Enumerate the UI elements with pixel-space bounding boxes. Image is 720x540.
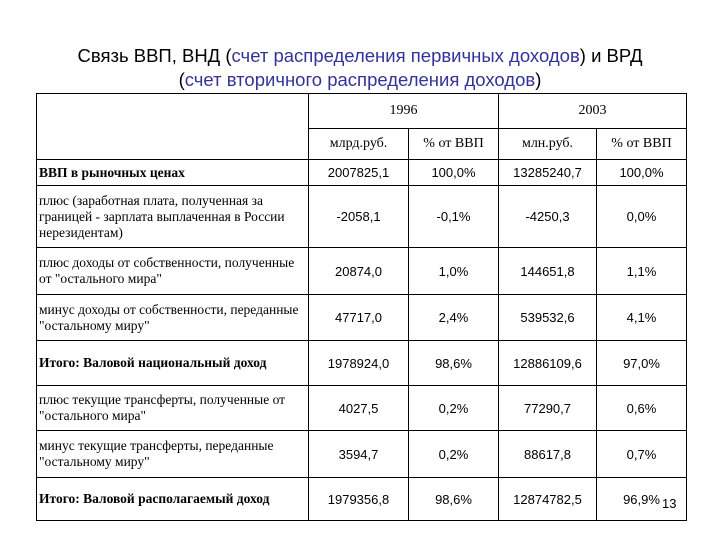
table-row: плюс текущие трансферты, полученные от "…: [36, 385, 687, 431]
value-1996: -2058,1: [308, 185, 409, 248]
value-2003: 12874782,5: [498, 477, 597, 521]
pct-2003: 0,0%: [596, 185, 687, 248]
table-row: Итого: Валовой располагаемый доход 19793…: [36, 477, 687, 521]
pct-1996: 0,2%: [408, 385, 499, 431]
pct-2003: 4,1%: [596, 294, 687, 341]
year-1996-header: 1996: [308, 93, 499, 129]
row-label: Итого: Валовой располагаемый доход: [36, 477, 309, 521]
header-empty-cell: [36, 93, 309, 160]
pct-2003: 96,9%: [596, 477, 687, 521]
row-label: плюс (заработная плата, полученная за гр…: [36, 185, 309, 248]
pct-2003: 0,7%: [596, 430, 687, 478]
pct-1996: -0,1%: [408, 185, 499, 248]
row-label: ВВП в рыночных ценах: [36, 159, 309, 186]
value-2003: 13285240,7: [498, 159, 597, 186]
slide-title: Связь ВВП, ВНД (счет распределения перви…: [0, 44, 720, 92]
row-label: плюс доходы от собственности, полученные…: [36, 247, 309, 295]
col-header-mln-rub: млн.руб.: [498, 128, 597, 160]
page-number: 13: [662, 496, 677, 511]
pct-1996: 1,0%: [408, 247, 499, 295]
value-1996: 20874,0: [308, 247, 409, 295]
header-row-units: млрд.руб. % от ВВП млн.руб. % от ВВП: [37, 128, 687, 160]
value-2003: 88617,8: [498, 430, 597, 478]
pct-2003: 100,0%: [596, 159, 687, 186]
value-2003: -4250,3: [498, 185, 597, 248]
value-1996: 2007825,1: [308, 159, 409, 186]
header-row-years: 1996 2003: [36, 93, 687, 160]
table-row: ВВП в рыночных ценах 2007825,1 100,0% 13…: [36, 159, 687, 186]
row-label: минус текущие трансферты, переданные "ос…: [36, 430, 309, 478]
col-header-bln-rub: млрд.руб.: [308, 128, 409, 160]
table-row: плюс (заработная плата, полученная за гр…: [36, 185, 687, 248]
value-2003: 12886109,6: [498, 340, 597, 386]
value-1996: 4027,5: [308, 385, 409, 431]
title-line-1: Связь ВВП, ВНД (счет распределения перви…: [77, 45, 643, 66]
row-label: минус доходы от собственности, переданны…: [36, 294, 309, 341]
pct-1996: 98,6%: [408, 477, 499, 521]
col-header-pct-1996: % от ВВП: [408, 128, 499, 160]
value-1996: 3594,7: [308, 430, 409, 478]
value-1996: 47717,0: [308, 294, 409, 341]
value-2003: 77290,7: [498, 385, 597, 431]
gdp-gni-table: 1996 2003 млрд.руб. % от ВВП млн.руб. % …: [36, 93, 687, 521]
pct-1996: 0,2%: [408, 430, 499, 478]
row-label: плюс текущие трансферты, полученные от "…: [36, 385, 309, 431]
row-label: Итого: Валовой национальный доход: [36, 340, 309, 386]
year-2003-header: 2003: [498, 93, 687, 129]
value-1996: 1978924,0: [308, 340, 409, 386]
pct-1996: 100,0%: [408, 159, 499, 186]
table-row: минус текущие трансферты, переданные "ос…: [36, 430, 687, 478]
table-row: Итого: Валовой национальный доход 197892…: [36, 340, 687, 386]
col-header-pct-2003: % от ВВП: [596, 128, 687, 160]
value-2003: 539532,6: [498, 294, 597, 341]
pct-1996: 2,4%: [408, 294, 499, 341]
table-row: минус доходы от собственности, переданны…: [36, 294, 687, 341]
table-row: плюс доходы от собственности, полученные…: [36, 247, 687, 295]
pct-2003: 0,6%: [596, 385, 687, 431]
pct-1996: 98,6%: [408, 340, 499, 386]
value-2003: 144651,8: [498, 247, 597, 295]
pct-2003: 97,0%: [596, 340, 687, 386]
value-1996: 1979356,8: [308, 477, 409, 521]
pct-2003: 1,1%: [596, 247, 687, 295]
title-line-2: (счет вторичного распределения доходов): [178, 69, 542, 90]
